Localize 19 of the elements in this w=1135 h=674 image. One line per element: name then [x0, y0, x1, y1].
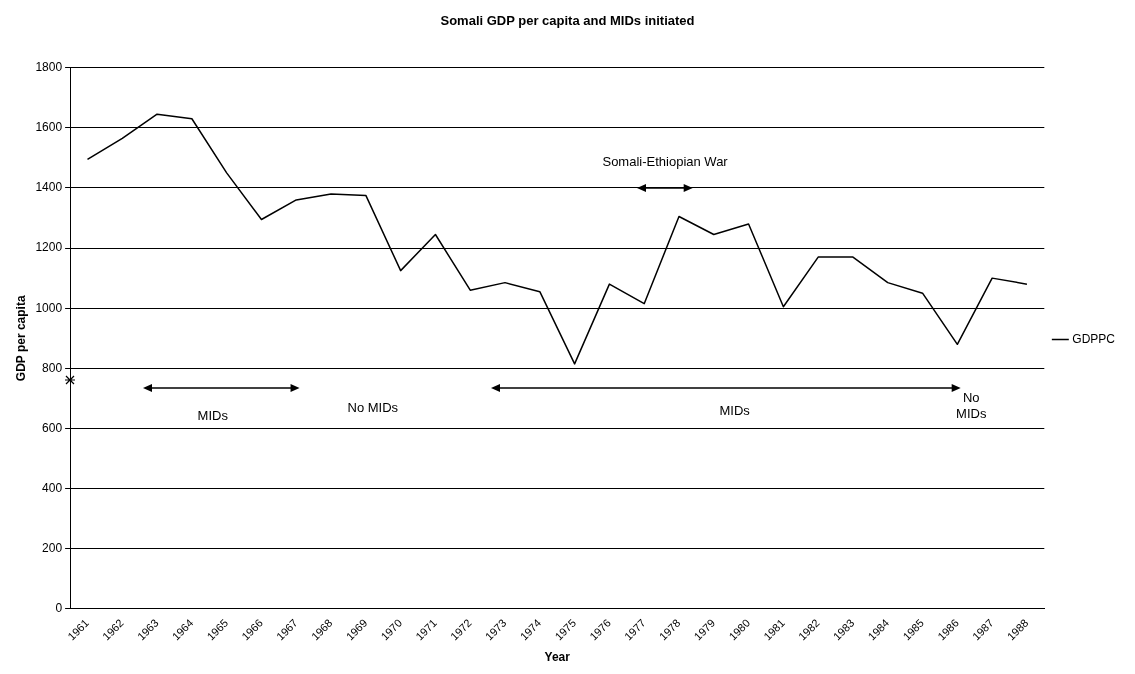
- y-tick-label: 200: [42, 541, 63, 556]
- y-tick-label: 1800: [35, 59, 63, 74]
- y-tick-label: 400: [42, 480, 63, 495]
- y-tick-label: 1000: [35, 300, 63, 315]
- y-tick-label: 800: [42, 360, 63, 375]
- annotation: MIDs: [197, 408, 229, 424]
- annotation: No MIDs: [347, 400, 399, 416]
- annotation: Somali-Ethiopian War: [602, 153, 729, 169]
- legend-label: GDPPC: [1072, 331, 1116, 346]
- y-tick-label: 1600: [35, 120, 63, 135]
- x-axis-title: Year: [544, 650, 571, 665]
- y-tick-label: 0: [55, 601, 63, 616]
- y-axis-title: GDP per capita: [13, 295, 28, 382]
- annotation: No MIDs: [956, 389, 987, 421]
- annotation: MIDs: [719, 402, 751, 418]
- y-tick-label: 600: [42, 420, 63, 435]
- y-tick-label: 1400: [35, 180, 63, 195]
- chart-title: Somali GDP per capita and MIDs initiated: [440, 13, 695, 29]
- y-tick-label: 1200: [35, 240, 63, 255]
